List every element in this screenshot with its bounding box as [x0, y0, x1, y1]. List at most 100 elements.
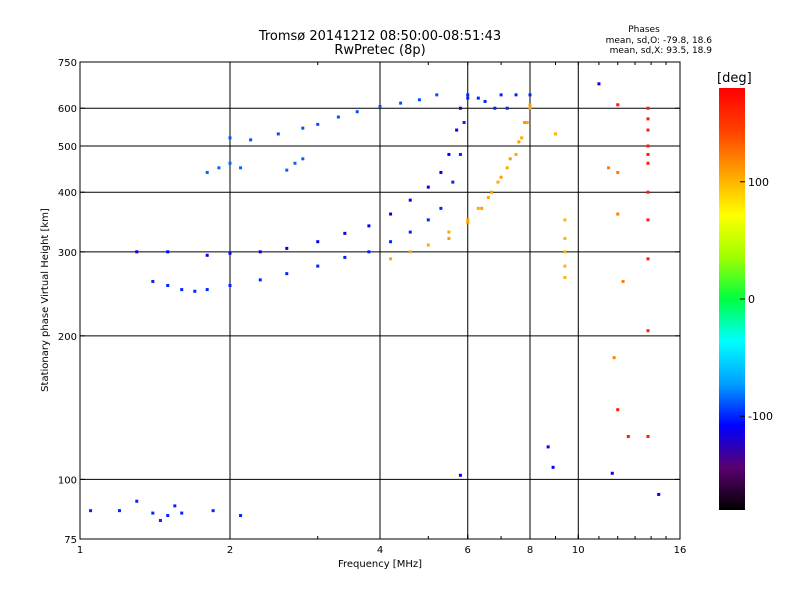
data-point — [173, 504, 177, 508]
data-point — [135, 499, 139, 503]
data-point — [367, 250, 371, 254]
grid-lines — [80, 62, 680, 539]
x-tick-label: 10 — [572, 545, 585, 556]
colorbar-tick-label: 0 — [748, 293, 755, 306]
data-point — [646, 128, 650, 132]
data-point — [551, 465, 555, 469]
data-point — [180, 288, 184, 292]
data-point — [466, 221, 470, 225]
data-point — [285, 272, 289, 276]
data-point — [480, 206, 484, 210]
data-point — [293, 161, 297, 165]
data-point — [466, 96, 470, 100]
x-tick-label: 16 — [674, 545, 687, 556]
data-point — [228, 251, 232, 255]
data-point — [408, 250, 412, 254]
phases-title: Phases — [628, 25, 660, 35]
data-point — [514, 152, 518, 156]
data-point — [408, 198, 412, 202]
colorbar-ticks: 100 0 -100 — [740, 176, 773, 423]
data-point — [508, 157, 512, 161]
data-point — [646, 329, 650, 333]
data-point — [439, 206, 443, 210]
data-point — [258, 250, 262, 254]
data-point — [151, 279, 155, 283]
data-point — [451, 180, 455, 184]
data-point — [646, 161, 650, 165]
x-tick-label: 8 — [527, 545, 533, 556]
data-point — [646, 152, 650, 156]
data-point — [151, 511, 155, 515]
data-point — [496, 180, 500, 184]
data-point — [426, 218, 430, 222]
data-point — [616, 408, 620, 412]
data-point — [563, 276, 567, 280]
data-point — [646, 190, 650, 194]
data-point — [439, 170, 443, 174]
x-tick-label: 1 — [77, 545, 83, 556]
data-point — [505, 166, 509, 170]
data-point — [389, 240, 393, 244]
data-point — [646, 257, 650, 261]
data-point — [462, 121, 466, 125]
data-point — [166, 250, 170, 254]
data-point — [616, 170, 620, 174]
data-point — [646, 144, 650, 148]
colorbar-title: [deg] — [717, 71, 752, 86]
data-points — [89, 82, 661, 523]
data-point — [135, 250, 139, 254]
data-point — [447, 230, 451, 234]
data-point — [285, 246, 289, 250]
data-point — [546, 445, 550, 449]
data-point — [336, 115, 340, 119]
data-point — [166, 283, 170, 287]
data-point — [483, 99, 487, 103]
data-point — [316, 122, 320, 126]
data-point — [523, 121, 527, 125]
data-point — [458, 473, 462, 477]
x-axis-label: Frequency [MHz] — [338, 559, 422, 570]
data-point — [563, 264, 567, 268]
data-point — [563, 236, 567, 240]
data-point — [517, 140, 521, 144]
chart-title: Tromsø 20141212 08:50:00-08:51:43 — [258, 29, 501, 44]
data-point — [228, 283, 232, 287]
colorbar-tick-label: -100 — [748, 410, 773, 423]
data-point — [117, 509, 121, 513]
data-point — [458, 152, 462, 156]
colorbar-tick-label: 100 — [748, 176, 769, 189]
data-point — [563, 218, 567, 222]
data-point — [646, 218, 650, 222]
data-point — [417, 98, 421, 102]
data-point — [249, 138, 253, 142]
y-tick-label: 200 — [58, 332, 77, 343]
data-point — [180, 511, 184, 515]
y-tick-label: 300 — [58, 248, 77, 259]
data-point — [490, 190, 494, 194]
x-tick-label: 6 — [465, 545, 471, 556]
data-point — [89, 509, 93, 513]
data-point — [607, 166, 611, 170]
data-point — [505, 106, 509, 110]
data-point — [408, 230, 412, 234]
data-point — [528, 103, 532, 107]
data-point — [205, 170, 209, 174]
y-tick-label: 75 — [64, 535, 77, 546]
data-point — [493, 106, 497, 110]
data-point — [301, 157, 305, 161]
y-tick-label: 500 — [58, 142, 77, 153]
data-point — [205, 288, 209, 292]
data-point — [466, 218, 470, 222]
data-point — [514, 93, 518, 97]
data-point — [399, 101, 403, 105]
data-point — [389, 257, 393, 261]
y-tick-label: 100 — [58, 475, 77, 486]
data-point — [367, 224, 371, 228]
data-point — [553, 132, 557, 136]
y-axis: 75 100 200 300 400 500 600 750 — [58, 58, 680, 546]
chart-subtitle: RwPretec (8p) — [334, 43, 425, 58]
x-tick-label: 2 — [227, 545, 233, 556]
data-point — [343, 255, 347, 259]
data-point — [528, 106, 532, 110]
